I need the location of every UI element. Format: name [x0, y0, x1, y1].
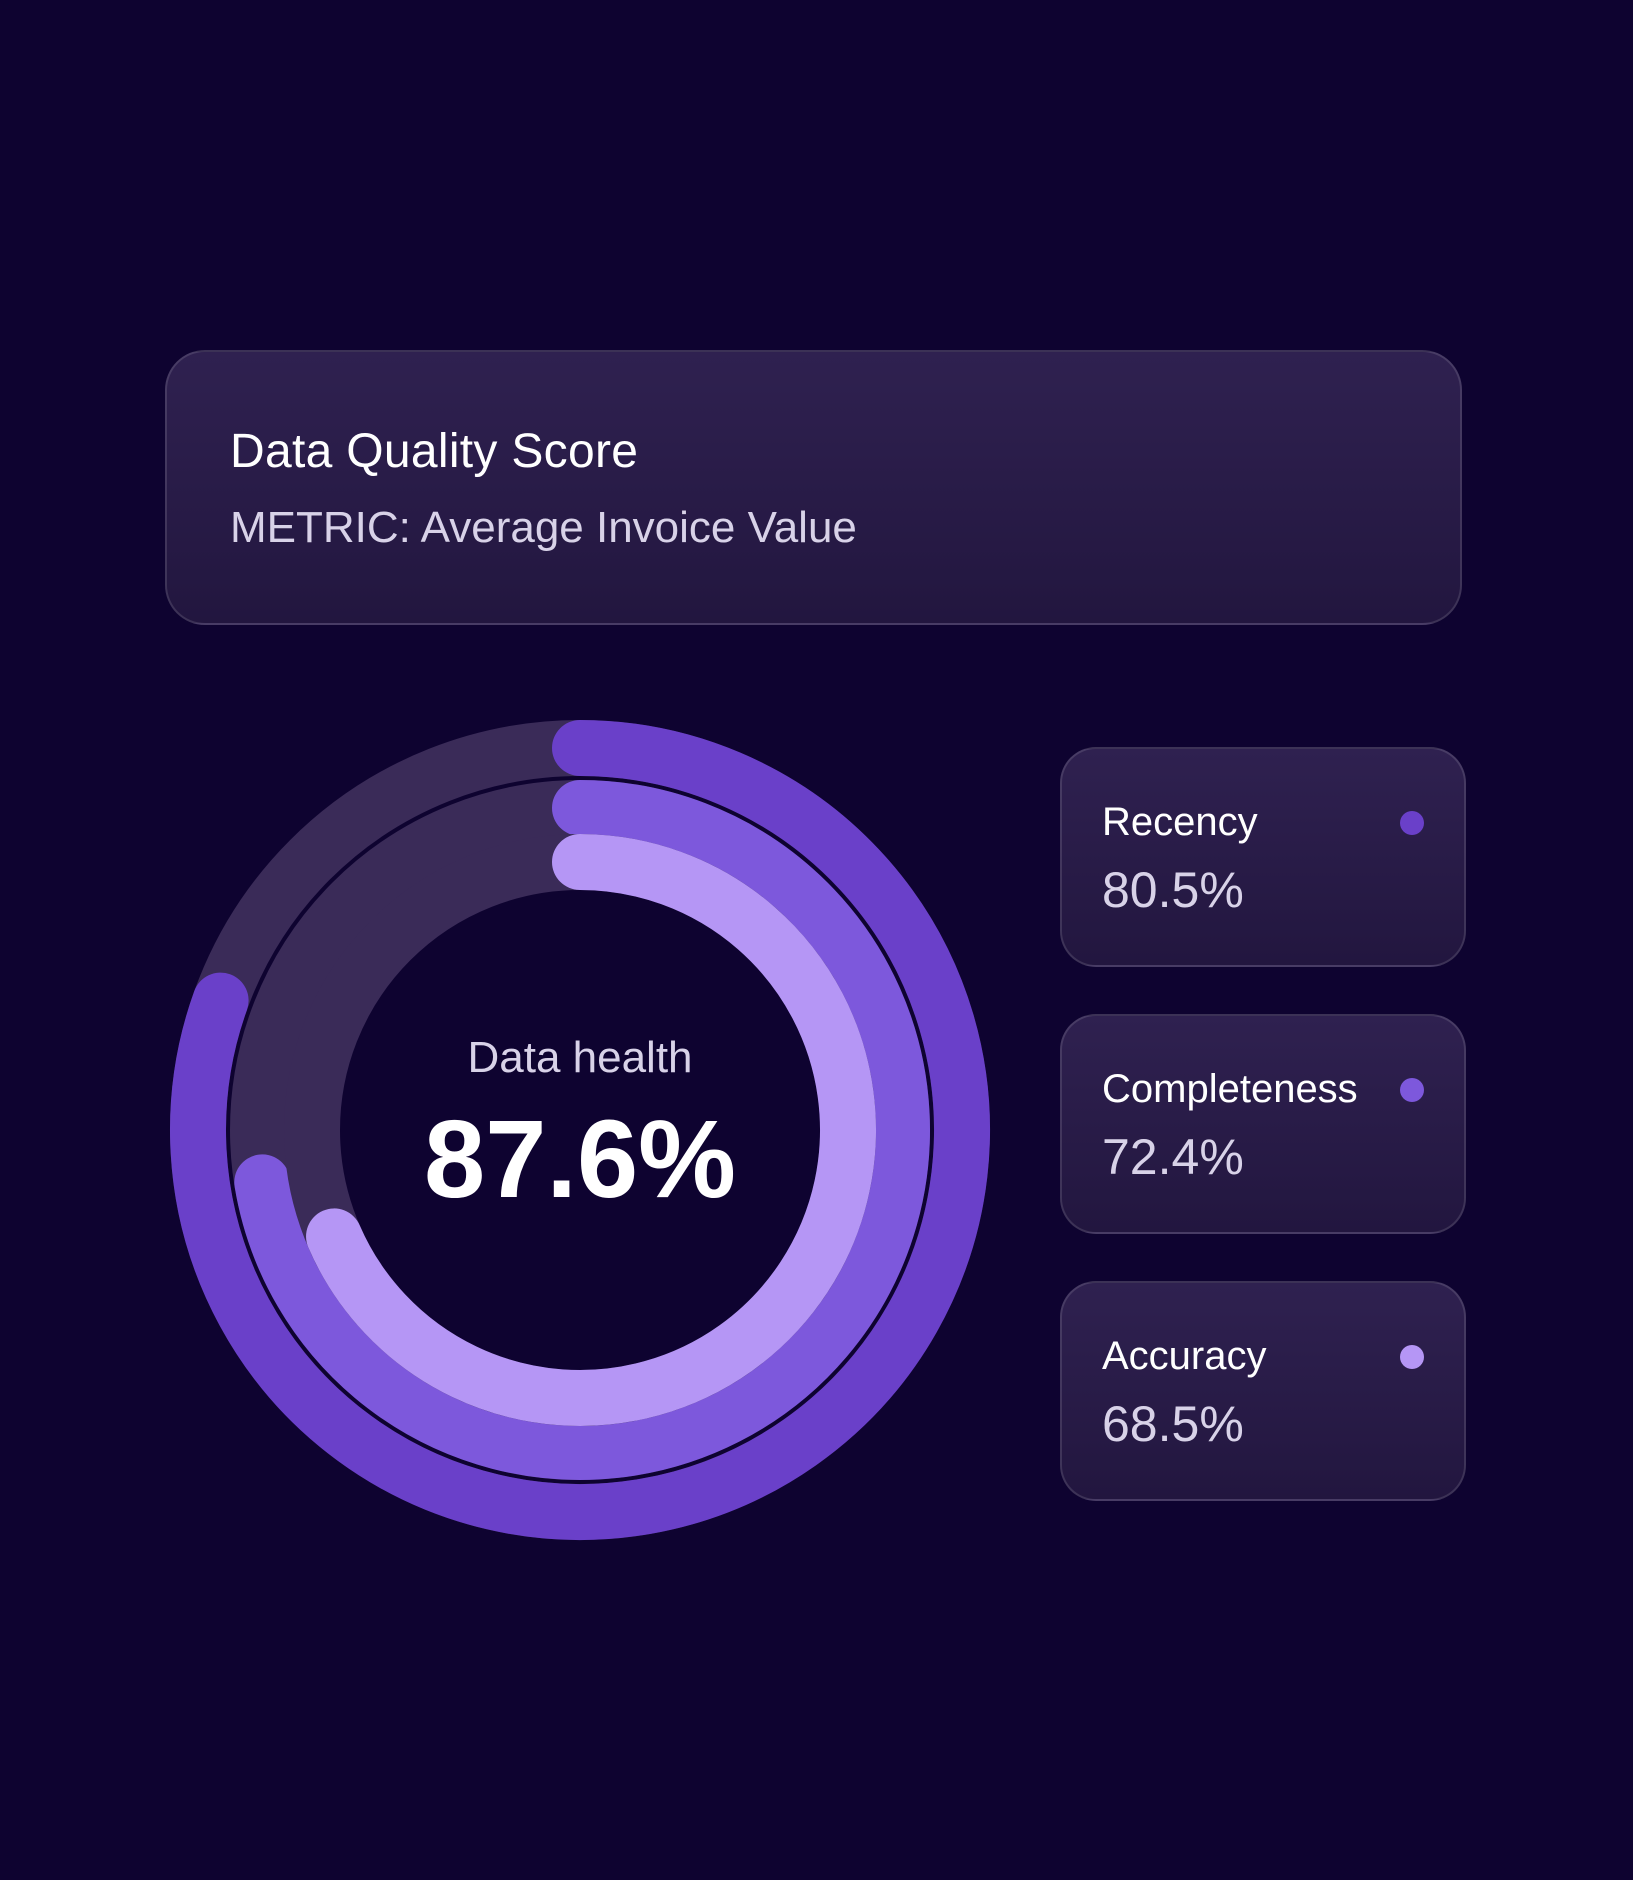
page-title: Data Quality Score — [230, 425, 639, 478]
legend-dot — [1400, 1345, 1424, 1369]
radial-gauge-svg — [170, 720, 990, 1540]
metric-card-recency: Recency 80.5% — [1060, 747, 1466, 967]
legend-dot — [1400, 811, 1424, 835]
ring-arc-recency — [170, 720, 990, 1540]
ring-arc-accuracy — [306, 834, 876, 1426]
metric-name: Completeness — [1102, 1067, 1358, 1111]
metric-value: 68.5% — [1102, 1396, 1244, 1452]
metric-value: 72.4% — [1102, 1129, 1244, 1185]
metric-name: Recency — [1102, 800, 1258, 844]
metric-value: 80.5% — [1102, 862, 1244, 918]
metric-card-completeness: Completeness 72.4% — [1060, 1014, 1466, 1234]
metric-subtitle: METRIC: Average Invoice Value — [230, 503, 857, 552]
metric-card-accuracy: Accuracy 68.5% — [1060, 1281, 1466, 1501]
center-label: Data health — [467, 1033, 693, 1082]
metric-name: Accuracy — [1102, 1334, 1267, 1378]
header-card: Data Quality Score METRIC: Average Invoi… — [165, 350, 1462, 625]
ring-arc-completeness — [234, 780, 930, 1480]
legend-dot — [1400, 1078, 1424, 1102]
center-value: 87.6% — [424, 1098, 736, 1221]
radial-gauge: Data health 87.6% — [150, 700, 1010, 1560]
